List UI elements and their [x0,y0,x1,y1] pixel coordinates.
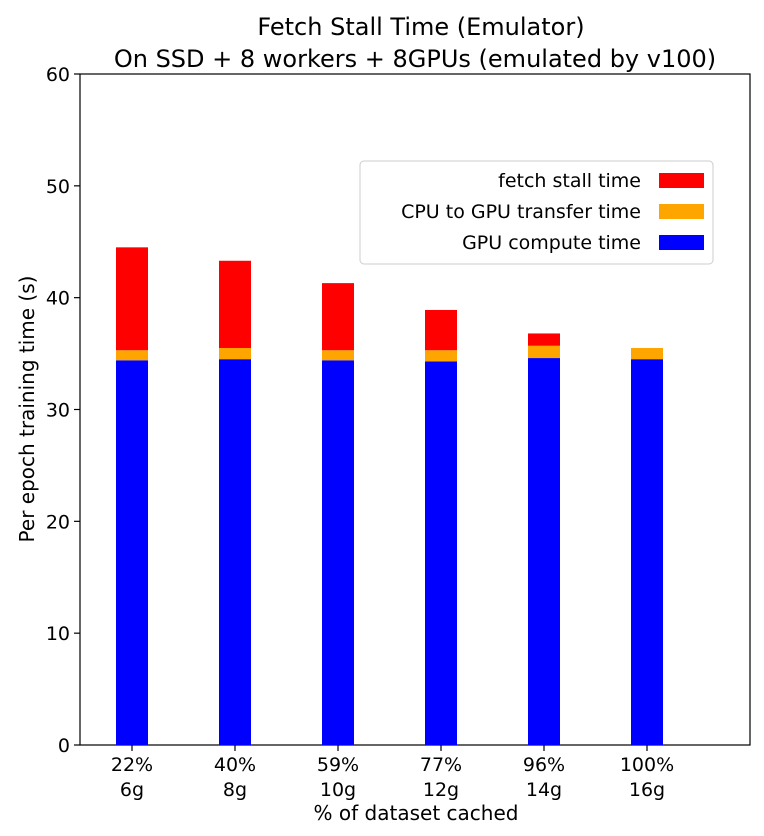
legend-swatch-0 [659,173,704,188]
y-tick-label-5: 50 [46,176,70,198]
legend-label-1: CPU to GPU transfer time [401,201,641,223]
bar-gpu-compute-time-0 [116,360,148,745]
x-tick-label-top-1: 40% [214,754,256,776]
x-tick-label-bottom-3: 12g [423,779,459,801]
x-tick-label-bottom-1: 8g [223,779,247,801]
x-tick-label-top-2: 59% [317,754,359,776]
y-tick-label-6: 60 [46,64,70,86]
y-tick-label-1: 10 [46,623,70,645]
legend: fetch stall time CPU to GPU transfer time… [359,160,714,265]
bar-gpu-compute-time-5 [631,359,663,745]
bar-fetch-stall-time-2 [322,283,354,351]
bar-cpu-to-gpu-transfer-time-4 [528,345,560,359]
x-tick-label-bottom-5: 16g [629,779,665,801]
y-tick-label-2: 20 [46,511,70,533]
bar-gpu-compute-time-3 [425,361,457,745]
bar-cpu-to-gpu-transfer-time-2 [322,350,354,361]
x-tick-label-top-3: 77% [420,754,462,776]
legend-swatch-2 [659,235,704,250]
y-tick-label-3: 30 [46,400,70,422]
y-axis-label: Per epoch training time (s) [15,276,39,543]
bar-gpu-compute-time-2 [322,360,354,745]
bar-fetch-stall-time-0 [116,247,148,351]
chart-title-line-1: Fetch Stall Time (Emulator) [257,13,584,41]
x-tick-label-top-4: 96% [523,754,565,776]
legend-label-2: GPU compute time [462,232,641,254]
bar-cpu-to-gpu-transfer-time-3 [425,350,457,362]
bar-cpu-to-gpu-transfer-time-5 [631,347,663,360]
bar-fetch-stall-time-4 [528,333,560,346]
x-tick-label-top-5: 100% [620,754,674,776]
y-tick-label-0: 0 [58,735,70,757]
y-tick-label-4: 40 [46,288,70,310]
bar-fetch-stall-time-3 [425,309,457,351]
x-tick-label-bottom-0: 6g [120,779,144,801]
bar-cpu-to-gpu-transfer-time-0 [116,350,148,361]
x-tick-label-bottom-2: 10g [320,779,356,801]
bar-fetch-stall-time-1 [219,260,251,348]
plot-area: 0 10 20 30 40 50 60 22% 6g 40% 8g 59% 10g 77% 12g 96% 14… [46,64,751,801]
x-tick-label-top-0: 22% [111,754,153,776]
bar-gpu-compute-time-4 [528,358,560,745]
bar-gpu-compute-time-1 [219,359,251,745]
legend-box [359,160,714,265]
bar-cpu-to-gpu-transfer-time-1 [219,347,251,360]
legend-swatch-1 [659,204,704,219]
x-axis-label: % of dataset cached [314,801,519,825]
chart-title-line-2: On SSD + 8 workers + 8GPUs (emulated by … [114,45,716,73]
legend-label-0: fetch stall time [498,170,641,192]
x-tick-label-bottom-4: 14g [526,779,562,801]
